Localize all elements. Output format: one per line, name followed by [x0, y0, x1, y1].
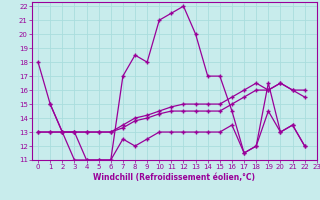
X-axis label: Windchill (Refroidissement éolien,°C): Windchill (Refroidissement éolien,°C): [93, 173, 255, 182]
